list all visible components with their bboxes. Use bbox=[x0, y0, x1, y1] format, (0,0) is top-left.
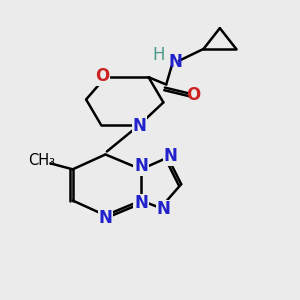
Text: N: N bbox=[134, 194, 148, 212]
Text: H: H bbox=[152, 46, 165, 64]
Text: N: N bbox=[164, 147, 178, 165]
Text: N: N bbox=[134, 157, 148, 175]
Text: N: N bbox=[133, 117, 146, 135]
Text: N: N bbox=[156, 200, 170, 218]
Text: O: O bbox=[186, 86, 200, 104]
Text: N: N bbox=[168, 53, 182, 71]
Text: CH₃: CH₃ bbox=[28, 153, 55, 168]
Text: N: N bbox=[98, 209, 112, 227]
Text: O: O bbox=[95, 67, 110, 85]
